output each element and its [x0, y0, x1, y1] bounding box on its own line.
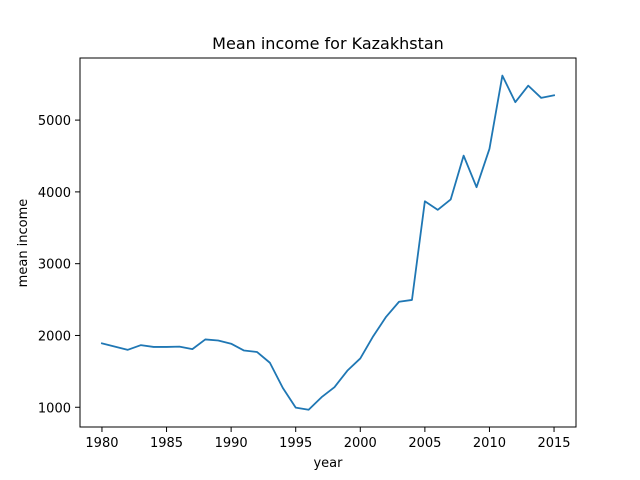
x-axis: 1980 1985 1990 1995 2000 2005 2010 2015 [85, 427, 571, 451]
y-tick-label: 4000 [38, 186, 71, 201]
plot-area [100, 74, 556, 411]
chart-title: Mean income for Kazakhstan [212, 34, 444, 53]
x-tick-label: 1995 [279, 436, 312, 451]
x-tick-label: 1980 [85, 436, 118, 451]
y-axis: 1000 2000 3000 4000 5000 [38, 114, 80, 416]
x-tick-label: 2000 [344, 436, 377, 451]
y-axis-title: mean income [16, 199, 31, 288]
y-tick-label: 2000 [38, 329, 71, 344]
y-tick-label: 5000 [38, 114, 71, 129]
x-tick-label: 2015 [537, 436, 570, 451]
x-tick-label: 1990 [215, 436, 248, 451]
plot-frame [79, 57, 577, 428]
x-tick-label: 2005 [408, 436, 441, 451]
x-tick-label: 1985 [150, 436, 183, 451]
x-tick-label: 2010 [473, 436, 506, 451]
y-tick-label: 3000 [38, 258, 71, 273]
series-line-0 [100, 74, 556, 411]
y-tick-label: 1000 [38, 401, 71, 416]
x-axis-title: year [313, 456, 343, 471]
